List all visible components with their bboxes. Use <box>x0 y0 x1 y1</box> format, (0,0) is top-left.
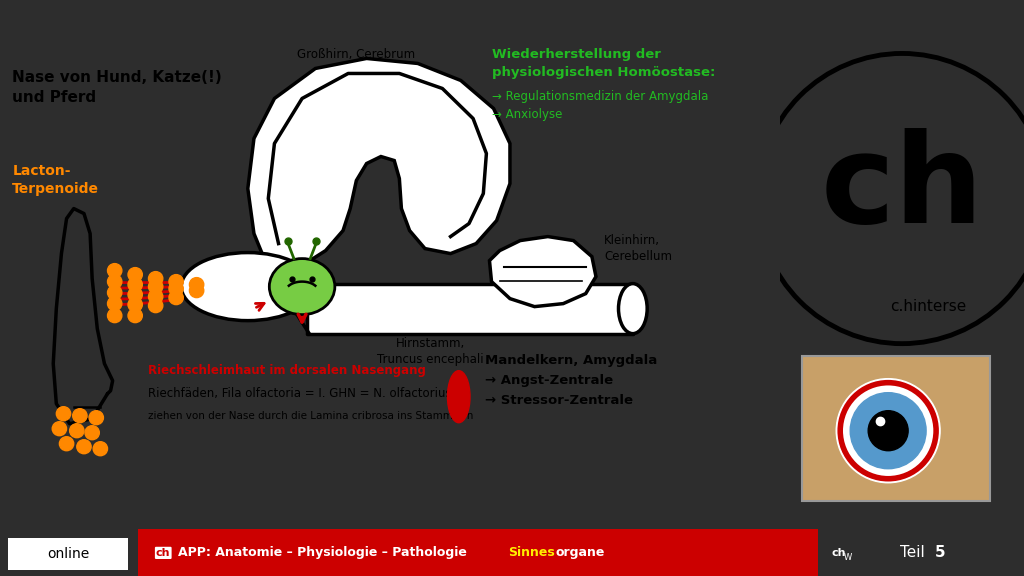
Text: ch: ch <box>831 548 847 558</box>
Ellipse shape <box>447 371 470 423</box>
Circle shape <box>128 268 142 282</box>
Polygon shape <box>248 58 510 271</box>
Circle shape <box>85 426 99 439</box>
Circle shape <box>868 411 908 450</box>
Text: Teil: Teil <box>900 545 930 560</box>
Text: Riechschleimhaut im dorsalen Nasengang: Riechschleimhaut im dorsalen Nasengang <box>148 363 426 377</box>
Text: → Anxiolyse: → Anxiolyse <box>492 108 562 122</box>
Circle shape <box>128 278 142 291</box>
Circle shape <box>70 424 84 438</box>
Text: Hirnstamm,
Truncus encephali: Hirnstamm, Truncus encephali <box>377 336 483 366</box>
Circle shape <box>108 297 122 310</box>
Text: Lacton-
Terpenoide: Lacton- Terpenoide <box>12 164 99 196</box>
Circle shape <box>189 283 204 298</box>
Circle shape <box>77 439 91 454</box>
Circle shape <box>169 275 183 289</box>
Polygon shape <box>489 237 596 306</box>
Circle shape <box>837 378 940 483</box>
Text: ch: ch <box>820 128 984 249</box>
Text: → Regulationsmedizin der Amygdala: → Regulationsmedizin der Amygdala <box>492 90 708 104</box>
Text: ch: ch <box>156 548 171 558</box>
Text: ziehen von der Nase durch die Lamina cribrosa ins Stammhirn: ziehen von der Nase durch die Lamina cri… <box>148 411 474 420</box>
Text: Sinnes: Sinnes <box>508 547 555 559</box>
Ellipse shape <box>269 259 335 314</box>
Text: W: W <box>844 554 852 562</box>
Circle shape <box>93 442 108 456</box>
Circle shape <box>89 411 103 425</box>
FancyBboxPatch shape <box>138 529 818 576</box>
Ellipse shape <box>181 253 314 321</box>
Text: c.hinterse: c.hinterse <box>890 299 967 314</box>
Circle shape <box>108 309 122 323</box>
Circle shape <box>108 286 122 300</box>
Circle shape <box>108 275 122 289</box>
Circle shape <box>108 264 122 278</box>
Ellipse shape <box>618 283 647 334</box>
Circle shape <box>169 291 183 305</box>
Circle shape <box>59 437 74 450</box>
Text: APP: Anatomie – Physiologie – Pathologie: APP: Anatomie – Physiologie – Pathologie <box>178 547 471 559</box>
Text: Nase von Hund, Katze(!)
und Pferd: Nase von Hund, Katze(!) und Pferd <box>12 70 222 105</box>
Circle shape <box>128 287 142 302</box>
Circle shape <box>148 298 163 313</box>
Circle shape <box>169 282 183 295</box>
Circle shape <box>56 407 71 420</box>
Circle shape <box>850 393 926 469</box>
Text: Mandelkern, Amygdala: Mandelkern, Amygdala <box>485 354 657 367</box>
Circle shape <box>73 409 87 423</box>
Text: → Angst-Zentrale: → Angst-Zentrale <box>485 374 613 386</box>
Circle shape <box>128 309 142 323</box>
Text: Kleinhirn,
Cerebellum: Kleinhirn, Cerebellum <box>604 234 672 263</box>
Text: organe: organe <box>555 547 604 559</box>
Circle shape <box>148 290 163 304</box>
Text: → Stressor-Zentrale: → Stressor-Zentrale <box>485 393 634 407</box>
Circle shape <box>189 278 204 291</box>
Text: physiologischen Homöostase:: physiologischen Homöostase: <box>492 66 715 79</box>
Text: online: online <box>47 547 89 561</box>
Text: Wiederherstellung der: Wiederherstellung der <box>492 48 660 62</box>
Circle shape <box>148 279 163 294</box>
Text: Riechfäden, Fila olfactoria = I. GHN = N. olfactorius: Riechfäden, Fila olfactoria = I. GHN = N… <box>148 386 453 400</box>
Text: 5: 5 <box>935 545 945 560</box>
Circle shape <box>52 422 67 435</box>
Circle shape <box>148 272 163 286</box>
FancyBboxPatch shape <box>8 538 128 570</box>
FancyBboxPatch shape <box>802 355 990 501</box>
Circle shape <box>128 298 142 312</box>
Text: Großhirn, Cerebrum: Großhirn, Cerebrum <box>297 48 416 62</box>
